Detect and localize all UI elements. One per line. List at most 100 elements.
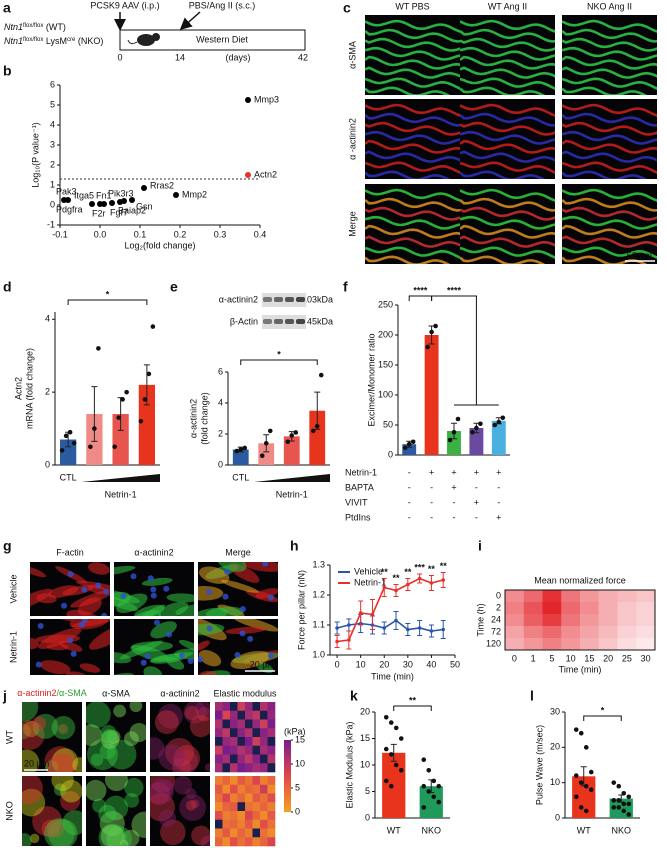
stain (90, 753, 104, 766)
data-point (96, 346, 101, 351)
heatmap-cell (230, 745, 238, 755)
y-tick-label: 6 (50, 79, 55, 89)
heatmap-cell (580, 602, 600, 615)
heatmap-cell (252, 819, 261, 829)
fiber (460, 77, 555, 90)
point-label: Pdgfra (56, 204, 83, 214)
data-point (421, 757, 427, 762)
heatmap-cell (636, 626, 656, 639)
micrograph (114, 562, 194, 616)
colorbar-tick-label: 10 (295, 758, 305, 768)
data-point (388, 783, 394, 789)
nucleus (95, 582, 102, 589)
column-header: NKO Ang II (587, 1, 632, 11)
fiber (562, 161, 657, 174)
table-cell: - (475, 482, 478, 492)
fiber (562, 121, 657, 136)
heatmap-cell (636, 638, 656, 651)
cell (143, 666, 163, 675)
y-axis-title: mRNA (fold change) (24, 348, 34, 429)
micrograph (198, 619, 278, 675)
heatmap-cell (245, 763, 253, 773)
heatmap-cell (222, 728, 231, 738)
fiber (365, 150, 460, 163)
heatmap-cell (245, 710, 253, 720)
cell (225, 626, 267, 635)
heatmap-cell (260, 728, 268, 738)
legend-label: Vehicle (354, 566, 383, 576)
bar (258, 443, 275, 465)
data-point (611, 805, 617, 810)
data-point (116, 415, 121, 420)
heatmap-cell (267, 793, 276, 803)
column-header: F-actin (56, 547, 84, 557)
data-point (383, 715, 389, 720)
cell (198, 649, 222, 667)
table-cell: + (451, 467, 456, 477)
stain (86, 724, 103, 746)
y-tick-label: 30 (550, 706, 560, 716)
data-point (578, 780, 584, 785)
heatmap-cell (230, 802, 238, 812)
heatmap-cell (230, 837, 238, 847)
fiber (365, 28, 460, 43)
marker (370, 612, 375, 617)
error-bar (390, 743, 397, 762)
heatmap-cell (215, 784, 223, 794)
heatmap-cell (252, 710, 261, 720)
heatmap-cell (230, 784, 238, 794)
table-cell: - (430, 512, 433, 522)
micrograph (150, 702, 210, 772)
data-point (616, 783, 622, 789)
heatmap-cell (230, 776, 238, 786)
column-header: WT PBS (395, 1, 429, 11)
colorbar-tick-label: 0 (295, 806, 300, 816)
nucleus (120, 593, 127, 600)
point-label: Baiap2 (118, 205, 146, 215)
nucleus (67, 637, 74, 644)
genotype-part: LysM (43, 36, 67, 46)
cell (114, 565, 136, 576)
nucleus (150, 592, 157, 599)
cell (59, 641, 83, 652)
nucleus (37, 622, 44, 629)
stain (99, 743, 116, 760)
heatmap-cell (245, 828, 253, 838)
chart-title: Mean normalized force (534, 575, 626, 585)
heatmap-cell (561, 614, 581, 627)
fiber (562, 188, 657, 202)
data-point (611, 798, 617, 803)
micrograph (86, 702, 146, 772)
cell (198, 623, 225, 636)
bar (419, 786, 443, 818)
data-point (402, 445, 408, 451)
fiber (460, 121, 555, 136)
data-point (426, 789, 432, 794)
data-point (626, 812, 632, 817)
significance-label: **** (447, 285, 462, 295)
significance-bracket (67, 299, 148, 305)
heatmap-cell (245, 719, 253, 729)
micrograph (562, 184, 657, 264)
heatmap-cell (215, 819, 223, 829)
stain (119, 839, 129, 846)
x-tick-label: WT (387, 825, 401, 835)
fiber (460, 170, 546, 179)
heatmap-cell (542, 590, 562, 603)
data-point (426, 768, 432, 773)
y-tick-label: 0 (365, 812, 370, 822)
micrograph (365, 15, 460, 95)
table-cell: - (475, 512, 478, 522)
data-point (621, 790, 627, 796)
significance-label: * (601, 705, 605, 715)
heatmap-cell (260, 702, 268, 712)
micrograph (460, 99, 555, 179)
micrograph (460, 184, 555, 264)
cell (39, 660, 71, 675)
heatmap-cell (237, 828, 246, 838)
data-point (578, 805, 584, 810)
bar (491, 420, 506, 455)
heatmap-cell (636, 614, 656, 627)
nucleus (262, 562, 269, 567)
data-point (431, 794, 437, 800)
